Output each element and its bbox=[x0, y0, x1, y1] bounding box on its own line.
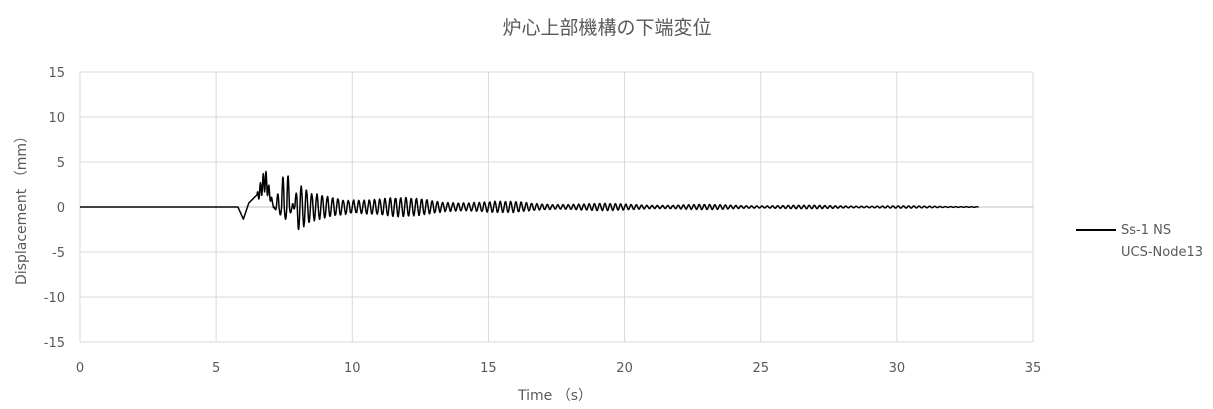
x-tick-label: 20 bbox=[616, 361, 633, 376]
series-layer bbox=[79, 170, 979, 231]
y-tick-label: 15 bbox=[48, 66, 65, 81]
legend-label-line-2: UCS-Node13 bbox=[1121, 245, 1203, 260]
x-tick-label: 5 bbox=[212, 361, 220, 376]
x-tick-label: 25 bbox=[752, 361, 769, 376]
tick-labels: -15 -10 -5 0 5 10 15 0 5 10 15 20 25 30 35 bbox=[44, 66, 1042, 376]
y-tick-label: -10 bbox=[44, 291, 65, 306]
legend[interactable]: Ss-1 NS UCS-Node13 bbox=[1076, 223, 1203, 260]
x-tick-label: 10 bbox=[344, 361, 361, 376]
y-tick-label: -15 bbox=[44, 336, 65, 351]
x-tick-label: 15 bbox=[480, 361, 497, 376]
x-tick-label: 0 bbox=[76, 361, 84, 376]
y-tick-label: 10 bbox=[48, 111, 65, 126]
y-tick-label: 0 bbox=[57, 201, 65, 216]
series-line-ss-1-ns-ucs-node13 bbox=[79, 170, 979, 231]
y-tick-label: 5 bbox=[57, 156, 65, 171]
x-tick-label: 35 bbox=[1025, 361, 1042, 376]
chart-title: 炉心上部機構の下端変位 bbox=[502, 17, 711, 39]
legend-label-line-1: Ss-1 NS bbox=[1121, 223, 1171, 238]
y-tick-label: -5 bbox=[52, 246, 65, 261]
x-axis-title: Time （s） bbox=[517, 388, 592, 404]
y-axis-title: Displacement （mm） bbox=[14, 129, 30, 285]
x-tick-label: 30 bbox=[889, 361, 906, 376]
